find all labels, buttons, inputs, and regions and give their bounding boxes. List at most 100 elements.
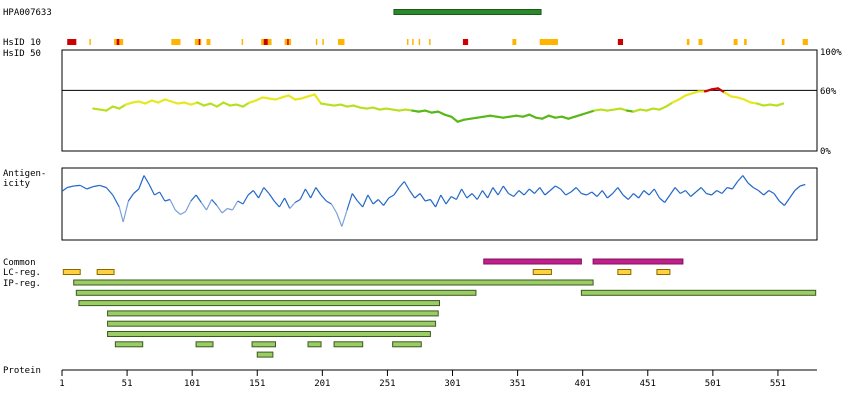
identity-trace-segment <box>716 87 726 94</box>
antigenicity-trace-segment <box>398 181 405 188</box>
common-label: Common <box>3 258 36 268</box>
identity-trace-segment <box>196 101 205 107</box>
ip-reg-bar <box>333 341 364 348</box>
identity-trace <box>92 87 785 123</box>
identity-trace-segment <box>150 99 160 104</box>
antigenicity-trace-segment <box>205 199 213 211</box>
antigenicity-trace-segment <box>403 181 411 191</box>
antigenicity-trace-segment <box>570 187 577 193</box>
lc-reg-bar <box>532 269 552 275</box>
identity-trace-segment <box>443 113 453 118</box>
antigenicity-trace-segment <box>633 193 640 199</box>
identity-trace-segment <box>254 96 264 102</box>
identity-trace-segment <box>521 113 531 118</box>
lc-reg-bar <box>62 269 81 275</box>
antigenicity-trace-segment <box>763 190 770 196</box>
ip-reg-label: IP-reg. <box>3 279 41 289</box>
lc-reg-bar <box>96 269 115 275</box>
antigenicity-trace-segment <box>200 202 207 211</box>
antigenicity-trace-segment <box>61 187 68 192</box>
antigenicity-trace-segment <box>627 193 634 200</box>
antigenicity-trace-segment <box>539 187 546 196</box>
antigenicity-trace-segment <box>127 193 135 202</box>
lc-reg-label: LC-reg. <box>3 268 41 278</box>
protein-axis-tick-label: 551 <box>770 379 786 389</box>
antigenicity-trace-segment <box>325 200 332 205</box>
protein-axis-tick-label: 201 <box>314 379 330 389</box>
antigenicity-trace-segment <box>211 199 218 206</box>
antigenicity-trace-segment <box>653 188 661 199</box>
identity-trace-segment <box>170 100 179 105</box>
antigenicity-trace-segment <box>289 202 296 209</box>
antigenicity-trace-segment <box>357 200 364 208</box>
antigenicity-trace-segment <box>86 186 94 190</box>
identity-trace-segment <box>202 102 212 107</box>
antigenicity-trace-segment <box>409 190 416 199</box>
antigenicity-trace-segment <box>622 194 629 200</box>
antigenicity-trace-segment <box>476 190 483 200</box>
antigenicity-trace-segment <box>185 200 192 212</box>
antigenicity-trace-segment <box>105 187 114 196</box>
antigenicity-trace-segment <box>284 197 291 209</box>
antigenicity-trace-segment <box>440 194 447 205</box>
antigenicity-trace-segment <box>617 187 624 196</box>
antigenicity-trace-segment <box>549 185 556 191</box>
identity-axis-mid: 60% <box>820 87 837 97</box>
protein-axis-tick-label: 101 <box>184 379 200 389</box>
identity-trace-segment <box>183 101 192 106</box>
hsid10-mark <box>512 39 517 45</box>
protein-axis-tick-label: 451 <box>640 379 656 389</box>
antigenicity-trace-segment <box>607 193 614 199</box>
hsid50-label: HsID 50 <box>3 49 41 59</box>
common-bar <box>483 258 582 265</box>
identity-trace-segment <box>163 98 173 103</box>
antigenicity-trace-segment <box>695 187 702 193</box>
antigenicity-trace-segment <box>93 184 100 188</box>
common-bar <box>592 258 684 265</box>
identity-trace-segment <box>209 102 219 108</box>
antigenicity-trace-segment <box>216 205 223 214</box>
protein-axis-tick-label: 251 <box>379 379 395 389</box>
identity-trace-segment <box>372 106 381 111</box>
antigenicity-trace-segment <box>596 190 603 197</box>
identity-trace-segment <box>658 105 668 111</box>
lc-reg-bar <box>617 269 632 275</box>
identity-trace-segment <box>456 118 466 123</box>
antigen-region-segment <box>393 9 542 15</box>
antigenicity-trace-segment <box>544 190 551 196</box>
antigenicity-trace-segment <box>575 187 582 194</box>
identity-trace-segment <box>736 96 746 101</box>
hsid10-mark <box>781 39 785 45</box>
identity-trace-segment <box>560 115 570 120</box>
hsid10-mark <box>429 39 431 45</box>
antigenicity-trace-segment <box>133 188 140 194</box>
antigenicity-trace-segment <box>466 193 473 199</box>
ip-reg-bar <box>107 331 431 337</box>
hsid10-mark <box>241 39 244 45</box>
hsid10-mark <box>617 39 624 45</box>
antigenicity-trace-segment <box>591 191 598 197</box>
ip-reg-bar <box>580 289 817 296</box>
antigenicity-trace-segment <box>752 186 759 192</box>
antigenicity-trace-segment <box>112 194 120 208</box>
antigenicity-trace-segment <box>367 194 374 205</box>
antigenicity-trace-segment <box>99 184 107 189</box>
antigenicity-trace-segment <box>294 198 301 204</box>
antigenicity-trace-segment <box>737 175 744 182</box>
identity-trace-segment <box>118 103 127 110</box>
hsid10-mark <box>116 39 120 45</box>
identity-trace-segment <box>541 114 550 120</box>
identity-trace-segment <box>528 113 537 119</box>
antigenicity-trace-segment <box>518 190 525 196</box>
antigenicity-trace-segment <box>742 175 749 184</box>
antigenicity-trace-segment <box>680 189 686 195</box>
antigenicity-trace-segment <box>118 206 124 223</box>
hsid10-mark <box>412 39 414 45</box>
protein-axis-tick-label: 301 <box>444 379 460 389</box>
antigenicity-trace-segment <box>513 190 520 197</box>
identity-trace-segment <box>573 113 583 118</box>
antigenicity-trace-segment <box>122 200 129 223</box>
ip-reg-bar <box>251 341 276 348</box>
antigenicity-trace-segment <box>528 188 535 194</box>
